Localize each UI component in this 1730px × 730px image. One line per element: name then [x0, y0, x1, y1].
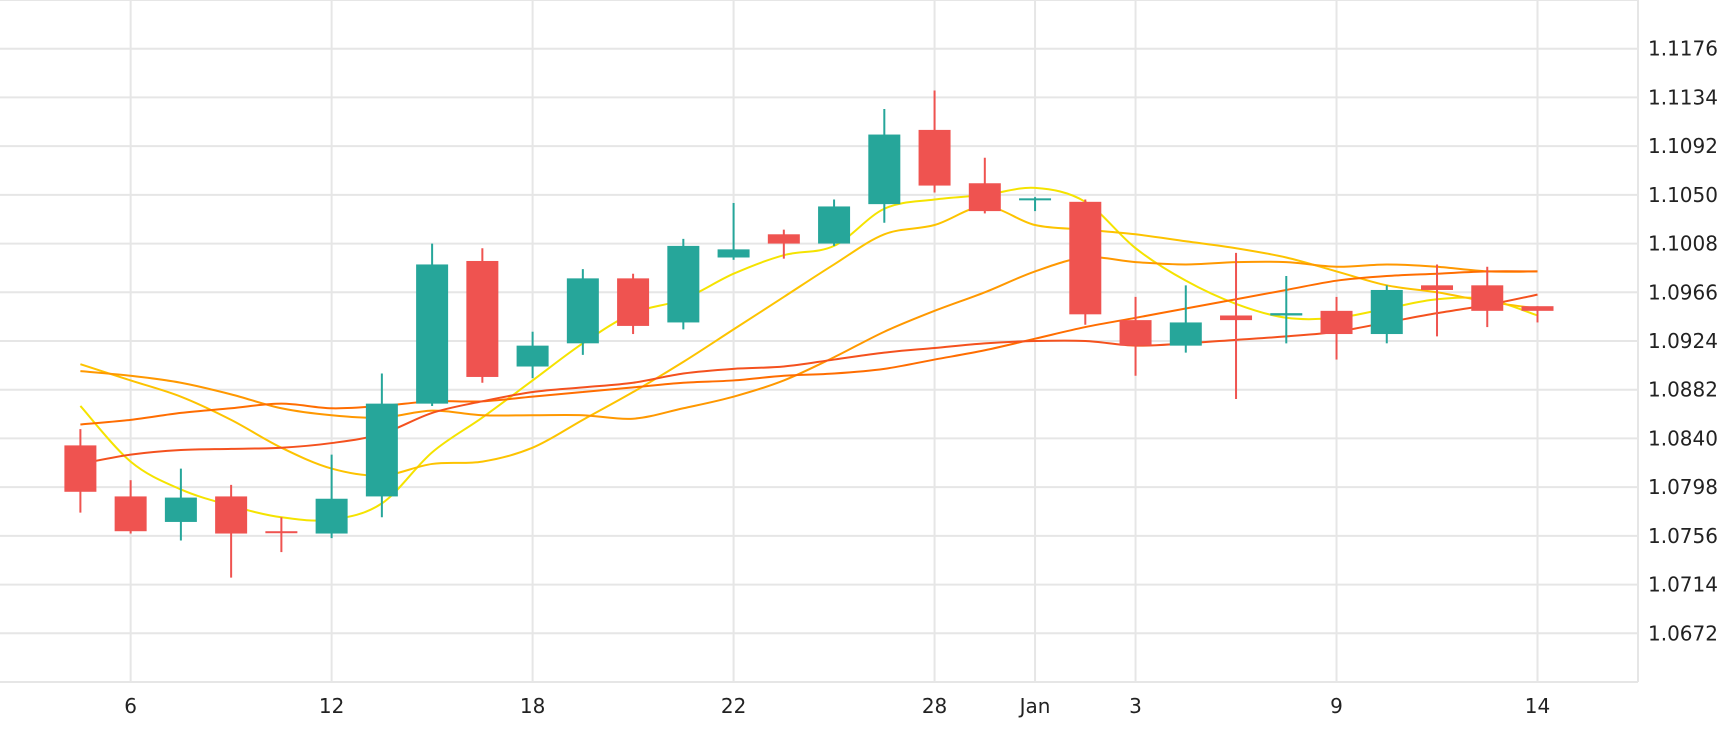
y-tick-label: 1.1176: [1648, 37, 1718, 61]
candle-body: [114, 496, 147, 532]
candle-body: [416, 264, 449, 404]
candle-body: [1421, 285, 1454, 290]
candle-up[interactable]: [566, 269, 599, 355]
candle-body: [617, 278, 650, 326]
candle-body: [1220, 315, 1253, 321]
y-tick-label: 1.1008: [1648, 232, 1718, 256]
candle-body: [1069, 201, 1102, 315]
candle-body: [365, 403, 398, 497]
x-tick-label: 12: [319, 694, 344, 718]
candle-body: [516, 345, 549, 367]
y-tick-label: 1.0840: [1648, 426, 1718, 450]
y-tick-label: 1.0924: [1648, 329, 1718, 353]
candle-body: [767, 234, 800, 244]
candle-body: [466, 260, 499, 377]
y-tick-label: 1.0714: [1648, 573, 1718, 597]
candle-down[interactable]: [1320, 296, 1353, 360]
y-tick-label: 1.0672: [1648, 621, 1718, 645]
candle-up[interactable]: [315, 454, 348, 539]
y-tick-label: 1.0966: [1648, 280, 1718, 304]
candle-down[interactable]: [1069, 199, 1102, 325]
candle-up[interactable]: [667, 238, 700, 330]
candle-down[interactable]: [767, 229, 800, 259]
candle-up[interactable]: [717, 202, 750, 260]
x-tick-label: 3: [1129, 694, 1142, 718]
x-tick-label: 18: [520, 694, 545, 718]
candle-down[interactable]: [1119, 296, 1152, 376]
candle-down[interactable]: [1220, 252, 1253, 399]
candle-body: [1019, 198, 1052, 201]
candle-body: [1119, 320, 1152, 346]
candle-body: [1521, 306, 1554, 311]
candle-up[interactable]: [1270, 276, 1303, 344]
moving-average-line: [79, 186, 1538, 522]
candle-up[interactable]: [1370, 285, 1403, 344]
candle-down[interactable]: [617, 273, 650, 335]
candle-body: [667, 245, 700, 323]
candle-up[interactable]: [164, 468, 197, 541]
candle-down[interactable]: [1421, 264, 1454, 337]
candle-down[interactable]: [114, 480, 147, 534]
y-tick-label: 1.0882: [1648, 378, 1718, 402]
moving-average-line: [80, 293, 1538, 465]
x-tick-label: 28: [922, 694, 947, 718]
candle-body: [918, 129, 951, 186]
x-tick-label: 6: [124, 694, 137, 718]
candle-down[interactable]: [1471, 266, 1504, 328]
x-tick-label: 14: [1525, 694, 1550, 718]
candle-down[interactable]: [64, 429, 97, 513]
candle-up[interactable]: [1169, 285, 1202, 353]
candle-down[interactable]: [466, 248, 499, 383]
candle-down[interactable]: [1521, 306, 1554, 323]
grid-layer: [0, 0, 1639, 683]
x-tick-label: Jan: [1018, 694, 1051, 718]
candle-body: [64, 445, 97, 492]
candle-body: [265, 531, 298, 534]
candle-down[interactable]: [968, 157, 1001, 214]
y-tick-label: 1.1134: [1648, 85, 1718, 109]
candle-layer: [64, 90, 1554, 578]
candle-body: [717, 249, 750, 258]
candle-body: [1169, 322, 1202, 346]
x-tick-label: 22: [721, 694, 746, 718]
candle-body: [1320, 310, 1353, 335]
candle-body: [868, 134, 901, 205]
x-tick-label: 9: [1330, 694, 1343, 718]
candle-up[interactable]: [1019, 197, 1052, 212]
candle-body: [215, 496, 248, 534]
candle-down[interactable]: [215, 484, 248, 578]
candle-body: [968, 183, 1001, 212]
candle-up[interactable]: [868, 109, 901, 223]
axis-layer: 1.1176 1.1134 1.1092 1.1050 1.1008 1.0966 1.09…: [124, 37, 1718, 718]
y-tick-label: 1.0798: [1648, 475, 1718, 499]
y-tick-label: 1.0756: [1648, 524, 1718, 548]
candle-body: [566, 278, 599, 344]
candle-body: [315, 498, 348, 534]
moving-average-line: [80, 270, 1538, 426]
candle-down[interactable]: [918, 90, 951, 193]
candle-up[interactable]: [365, 373, 398, 518]
candle-up[interactable]: [416, 243, 449, 406]
candle-body: [164, 497, 197, 522]
candle-up[interactable]: [516, 331, 549, 379]
candle-body: [1471, 285, 1504, 311]
moving-average-line: [80, 205, 1538, 477]
candle-down[interactable]: [265, 517, 298, 553]
candle-body: [1270, 313, 1303, 316]
moving-average-layer: [79, 186, 1538, 522]
y-tick-label: 1.1092: [1648, 134, 1718, 158]
candle-up[interactable]: [818, 199, 851, 246]
candle-body: [1370, 289, 1403, 335]
y-tick-label: 1.1050: [1648, 183, 1718, 207]
moving-average-line: [80, 256, 1538, 420]
candle-body: [818, 206, 851, 244]
